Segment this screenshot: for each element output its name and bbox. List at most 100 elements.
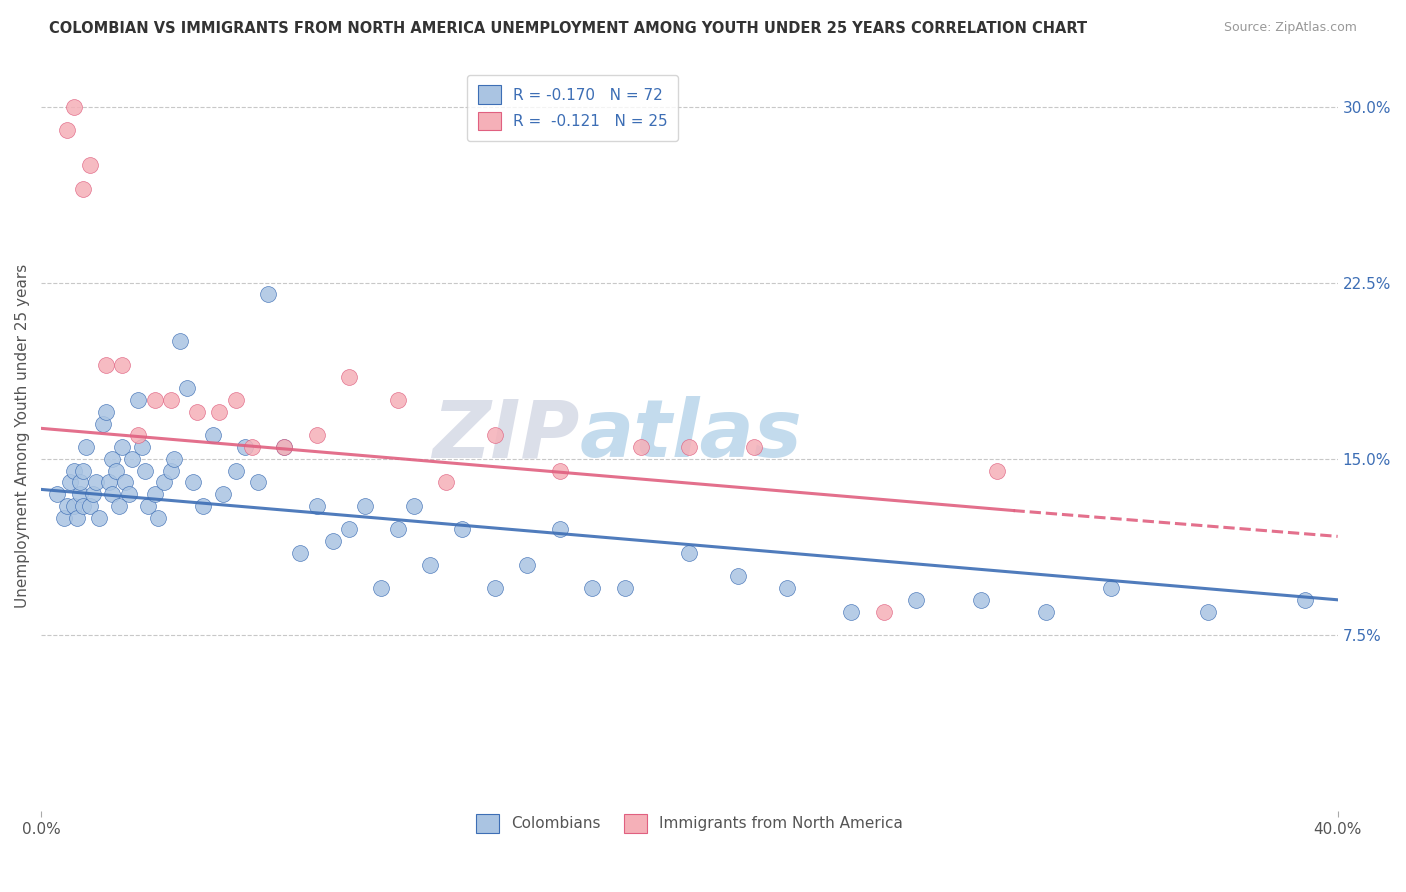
Point [613,581,636,595]
Point [153,475,176,490]
Point [970,592,993,607]
Point [193,499,215,513]
Point [225,393,247,408]
Text: atlas: atlas [579,396,801,475]
Point [678,546,700,560]
Point [290,546,312,560]
Point [240,440,263,454]
Point [56,499,79,513]
Point [143,393,166,408]
Legend: Colombians, Immigrants from North America: Colombians, Immigrants from North Americ… [464,802,915,845]
Point [1294,592,1316,607]
Point [305,428,328,442]
Point [742,440,765,454]
Point [82,487,104,501]
Point [69,475,91,490]
Point [775,581,797,595]
Point [62,464,84,478]
Point [678,440,700,454]
Point [56,123,79,137]
Point [402,499,425,513]
Point [72,499,94,513]
Point [305,499,328,513]
Point [273,440,295,454]
Point [370,581,392,595]
Point [183,475,205,490]
Point [76,440,98,454]
Text: COLOMBIAN VS IMMIGRANTS FROM NORTH AMERICA UNEMPLOYMENT AMONG YOUTH UNDER 25 YEA: COLOMBIAN VS IMMIGRANTS FROM NORTH AMERI… [49,21,1087,36]
Point [233,440,256,454]
Point [159,393,181,408]
Point [201,428,224,442]
Point [94,358,117,372]
Point [159,464,181,478]
Point [208,405,231,419]
Point [484,581,506,595]
Point [62,499,84,513]
Point [101,451,124,466]
Point [387,393,409,408]
Point [127,393,149,408]
Point [66,510,89,524]
Point [986,464,1008,478]
Point [111,440,134,454]
Point [98,475,121,490]
Point [117,487,139,501]
Point [72,182,94,196]
Point [131,440,153,454]
Point [143,487,166,501]
Point [211,487,233,501]
Point [484,428,506,442]
Point [548,464,571,478]
Point [727,569,749,583]
Point [114,475,136,490]
Point [136,499,159,513]
Point [434,475,457,490]
Point [387,522,409,536]
Point [104,464,127,478]
Point [176,381,198,395]
Point [163,451,186,466]
Text: Source: ZipAtlas.com: Source: ZipAtlas.com [1223,21,1357,34]
Point [101,487,124,501]
Point [46,487,69,501]
Point [225,464,247,478]
Point [1035,605,1057,619]
Point [581,581,603,595]
Point [59,475,82,490]
Point [630,440,652,454]
Point [91,417,114,431]
Point [337,369,360,384]
Point [419,558,441,572]
Point [111,358,134,372]
Point [84,475,107,490]
Point [354,499,377,513]
Point [89,510,111,524]
Text: ZIP: ZIP [432,396,579,475]
Point [94,405,117,419]
Point [146,510,169,524]
Point [79,499,101,513]
Point [273,440,295,454]
Y-axis label: Unemployment Among Youth under 25 years: Unemployment Among Youth under 25 years [15,263,30,607]
Point [186,405,208,419]
Point [108,499,131,513]
Point [127,428,149,442]
Point [1099,581,1122,595]
Point [52,510,75,524]
Point [247,475,270,490]
Point [169,334,191,349]
Point [841,605,863,619]
Point [121,451,143,466]
Point [873,605,896,619]
Point [451,522,474,536]
Point [72,464,94,478]
Point [69,487,91,501]
Point [548,522,571,536]
Point [905,592,928,607]
Point [134,464,156,478]
Point [257,287,280,301]
Point [62,99,84,113]
Point [1197,605,1219,619]
Point [322,534,344,549]
